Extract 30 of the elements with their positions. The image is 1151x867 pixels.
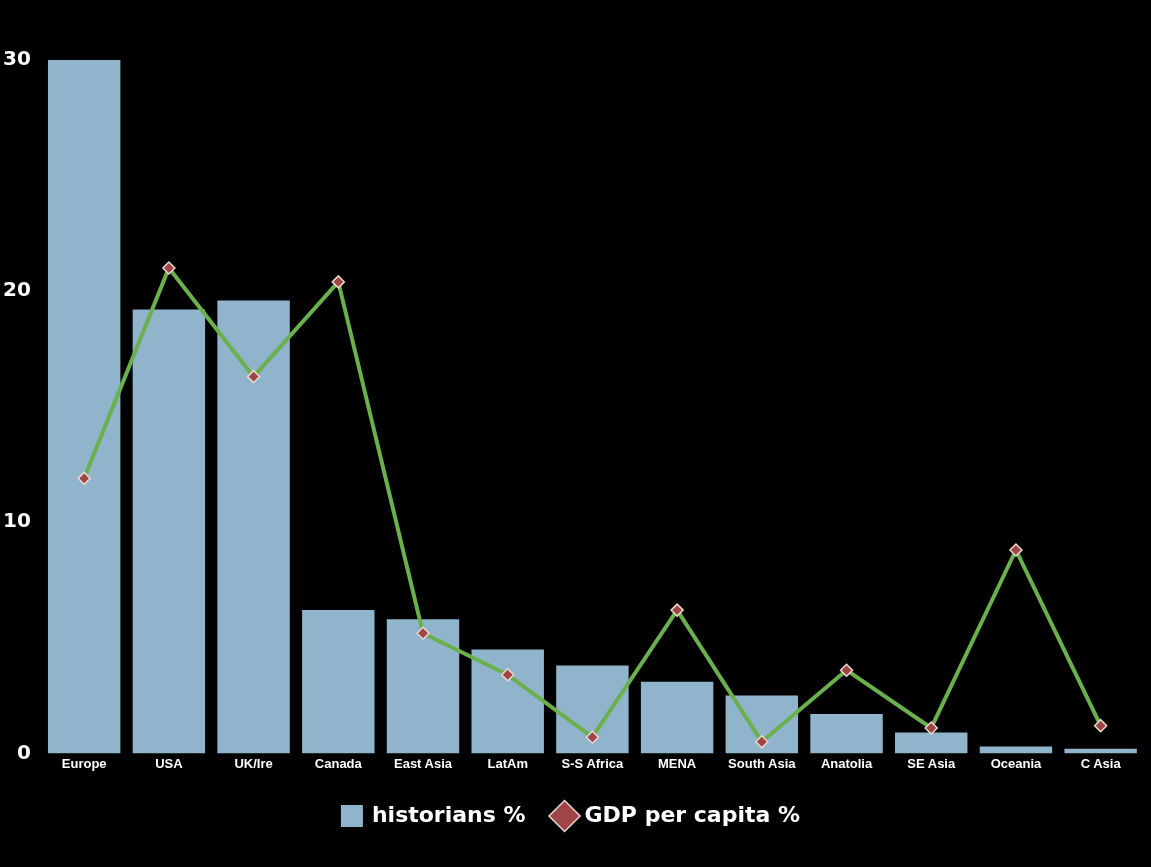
x-tick-label: S-S Africa [561,755,625,771]
y-tick-label: 10 [2,508,31,533]
x-tick-label: UK/Ire [234,755,273,771]
x-tick-label: Anatolia [820,755,873,771]
x-tick-label: MENA [657,755,697,771]
x-tick-label: LatAm [487,755,528,771]
bar [386,619,460,754]
bar [895,732,968,754]
x-tick-label: Oceania [990,755,1042,771]
bar [810,714,883,754]
y-tick-label: 30 [2,46,31,71]
x-tick-label: Europe [61,755,107,771]
legend-label: historians % [371,801,526,827]
legend-label: GDP per capita % [584,801,801,827]
bar [979,746,1053,754]
x-tick-label: Canada [314,755,363,771]
bar [47,60,121,754]
y-tick-label: 0 [16,739,31,764]
bar [217,300,290,754]
bar [640,681,714,754]
x-tick-label: USA [155,755,184,771]
y-tick-label: 20 [2,277,31,302]
bar [302,610,375,754]
x-tick-label: C Asia [1080,755,1122,771]
bar [556,665,629,754]
bar [471,649,544,754]
bar [132,309,206,754]
x-tick-label: SE Asia [907,755,956,771]
x-tick-label: East Asia [393,755,453,771]
x-tick-label: South Asia [728,755,797,771]
